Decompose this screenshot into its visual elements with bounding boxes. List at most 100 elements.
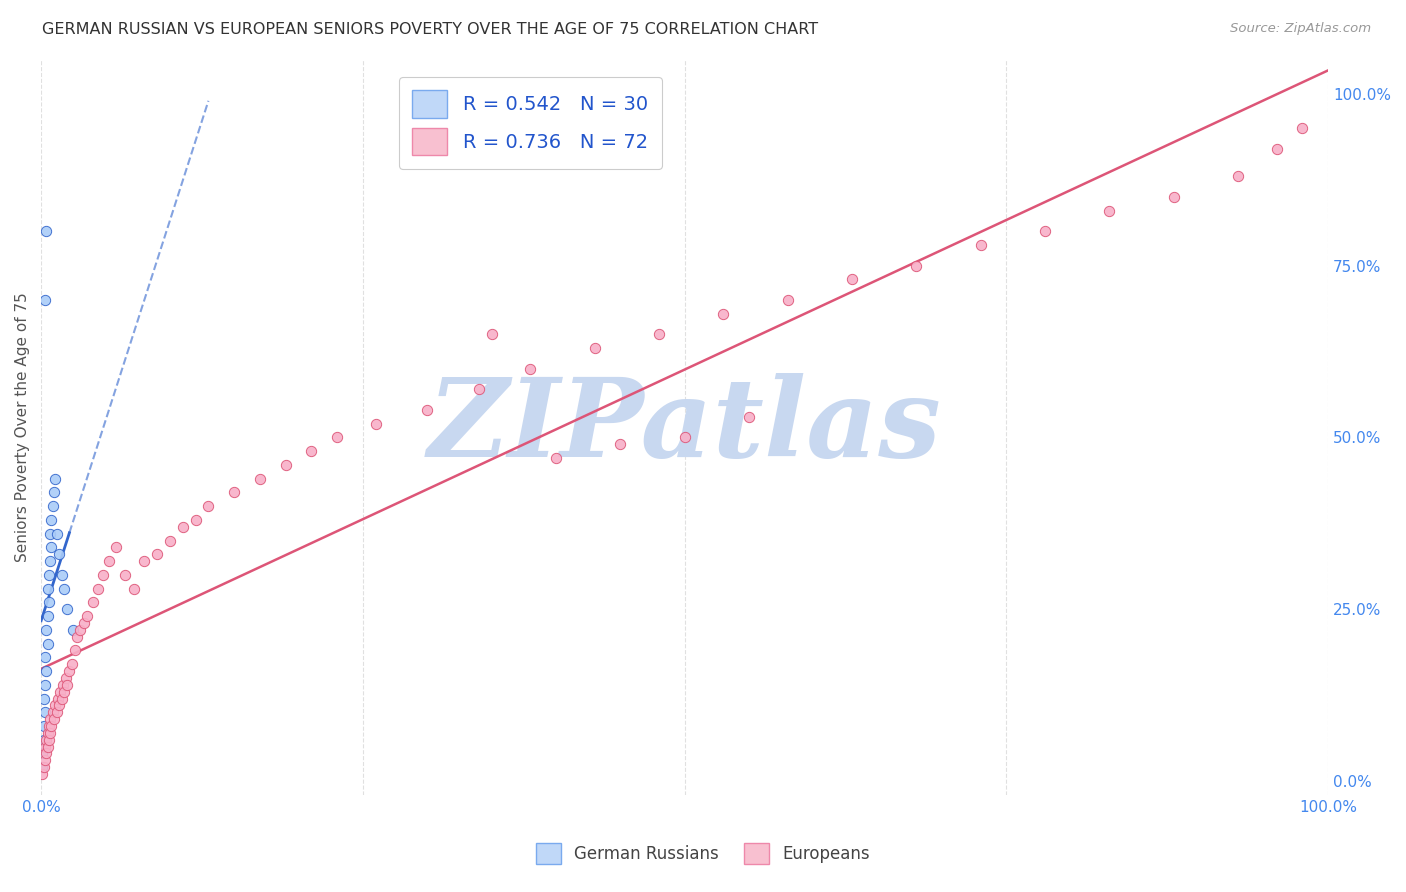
Point — [49, 684, 72, 698]
Point — [172, 520, 194, 534]
Point — [60, 657, 83, 672]
Point — [841, 272, 863, 286]
Point — [42, 485, 65, 500]
Point — [41, 719, 63, 733]
Point — [249, 472, 271, 486]
Point — [197, 499, 219, 513]
Point — [38, 595, 60, 609]
Point — [44, 472, 66, 486]
Point — [48, 698, 70, 713]
Point — [326, 430, 349, 444]
Point — [34, 650, 56, 665]
Point — [37, 726, 59, 740]
Point — [37, 739, 59, 754]
Point — [1163, 190, 1185, 204]
Point — [76, 609, 98, 624]
Point — [38, 719, 60, 733]
Point — [583, 341, 606, 355]
Point — [87, 582, 110, 596]
Point — [738, 409, 761, 424]
Point — [72, 615, 94, 630]
Point — [122, 582, 145, 596]
Point — [98, 554, 121, 568]
Point — [34, 753, 56, 767]
Point — [32, 719, 55, 733]
Point — [481, 327, 503, 342]
Point — [35, 224, 58, 238]
Y-axis label: Seniors Poverty Over the Age of 75: Seniors Poverty Over the Age of 75 — [15, 293, 30, 562]
Point — [52, 678, 75, 692]
Point — [41, 541, 63, 555]
Point — [37, 582, 59, 596]
Point — [48, 547, 70, 561]
Point — [31, 767, 53, 781]
Legend: German Russians, Europeans: German Russians, Europeans — [529, 837, 877, 871]
Point — [34, 293, 56, 307]
Point — [37, 636, 59, 650]
Point — [364, 417, 387, 431]
Point — [46, 691, 69, 706]
Point — [32, 760, 55, 774]
Point — [467, 383, 489, 397]
Point — [905, 259, 928, 273]
Point — [1033, 224, 1056, 238]
Point — [69, 623, 91, 637]
Text: Source: ZipAtlas.com: Source: ZipAtlas.com — [1230, 22, 1371, 36]
Point — [35, 732, 58, 747]
Point — [51, 567, 73, 582]
Point — [41, 499, 63, 513]
Point — [82, 595, 104, 609]
Point — [299, 444, 322, 458]
Point — [38, 567, 60, 582]
Point — [711, 307, 734, 321]
Point — [132, 554, 155, 568]
Point — [34, 739, 56, 754]
Point — [32, 691, 55, 706]
Point — [51, 691, 73, 706]
Point — [45, 705, 67, 719]
Point — [37, 609, 59, 624]
Point — [224, 485, 246, 500]
Point — [42, 712, 65, 726]
Point — [673, 430, 696, 444]
Point — [1227, 169, 1250, 184]
Point — [55, 671, 77, 685]
Point — [31, 760, 53, 774]
Point — [63, 643, 86, 657]
Point — [39, 554, 62, 568]
Legend: R = 0.542   N = 30, R = 0.736   N = 72: R = 0.542 N = 30, R = 0.736 N = 72 — [399, 77, 662, 169]
Point — [146, 547, 169, 561]
Point — [56, 678, 79, 692]
Point — [31, 747, 53, 761]
Point — [41, 513, 63, 527]
Point — [39, 712, 62, 726]
Point — [91, 567, 114, 582]
Point — [34, 705, 56, 719]
Point — [969, 238, 991, 252]
Point — [39, 726, 62, 740]
Point — [44, 698, 66, 713]
Point — [274, 458, 297, 472]
Point — [38, 732, 60, 747]
Point — [45, 526, 67, 541]
Point — [35, 623, 58, 637]
Point — [519, 361, 541, 376]
Point — [56, 602, 79, 616]
Point — [184, 513, 207, 527]
Point — [1098, 203, 1121, 218]
Point — [66, 630, 89, 644]
Point — [53, 582, 76, 596]
Point — [35, 747, 58, 761]
Point — [159, 533, 181, 548]
Point — [104, 541, 127, 555]
Point — [32, 732, 55, 747]
Point — [609, 437, 631, 451]
Point — [34, 678, 56, 692]
Text: GERMAN RUSSIAN VS EUROPEAN SENIORS POVERTY OVER THE AGE OF 75 CORRELATION CHART: GERMAN RUSSIAN VS EUROPEAN SENIORS POVER… — [42, 22, 818, 37]
Point — [58, 664, 80, 678]
Point — [39, 526, 62, 541]
Point — [416, 403, 439, 417]
Point — [1291, 121, 1313, 136]
Text: ZIPatlas: ZIPatlas — [427, 374, 942, 481]
Point — [35, 664, 58, 678]
